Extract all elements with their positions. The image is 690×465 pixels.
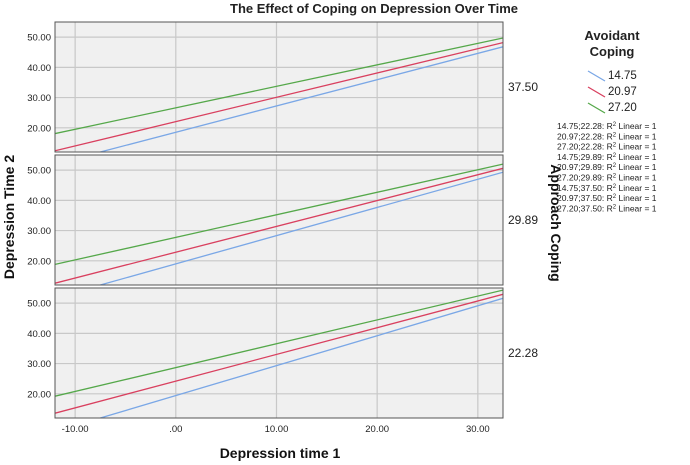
y-tick-label: 40.00: [27, 329, 51, 340]
panel-border: [54, 287, 504, 419]
series-line-14.75: [100, 171, 503, 285]
fit-line-note: 27.20;29.89: R2 Linear = 1: [557, 173, 657, 183]
legend-item-14.75: 14.75: [587, 70, 637, 82]
x-tick-label: 30.00: [466, 424, 490, 435]
fit-line-note: 27.20;22.28: R2 Linear = 1: [557, 142, 657, 152]
y-tick-label: 20.00: [27, 389, 51, 400]
legend-items: 14.75 20.97 27.20: [587, 70, 637, 114]
x-tick-label: 20.00: [365, 424, 389, 435]
panel-37.50: 20.00 30.00 40.00 50.00 37.50: [27, 21, 538, 153]
legend-swatch: [587, 86, 606, 98]
x-tick-label: .00: [169, 424, 182, 435]
legend-label: 20.97: [608, 86, 637, 98]
x-axis-ticks: -10.00 .00 10.00 20.00 30.00: [62, 424, 490, 435]
legend-swatch: [587, 70, 606, 82]
y-tick-label: 30.00: [27, 226, 51, 237]
panel-background: [55, 22, 503, 152]
y-tick-label: 30.00: [27, 93, 51, 104]
legend-item-27.20: 27.20: [587, 102, 637, 114]
facet-label-22.28: 22.28: [508, 346, 538, 360]
y-tick-label: 20.00: [27, 256, 51, 267]
series-line-20.97: [55, 41, 503, 152]
panel-22.28: 20.00 30.00 40.00 50.00 22.28: [27, 287, 538, 419]
legend-title-line1: Avoidant: [584, 28, 640, 43]
legend-title-line2: Coping: [590, 44, 635, 59]
series-line-14.75: [100, 46, 503, 152]
series-line-27.20: [55, 289, 503, 397]
series-lines: [55, 163, 503, 285]
fit-line-note: 27.20;37.50: R2 Linear = 1: [557, 203, 657, 213]
chart-title: The Effect of Coping on Depression Over …: [230, 1, 518, 16]
panel-border: [54, 21, 504, 153]
legend-notes: 14.75;22.28: R2 Linear = 120.97;22.28: R…: [557, 121, 657, 213]
facet-label-37.50: 37.50: [508, 80, 538, 94]
x-axis-label: Depression time 1: [220, 445, 341, 461]
y-tick-label: 30.00: [27, 359, 51, 370]
series-line-20.97: [55, 293, 503, 414]
series-line-27.20: [55, 163, 503, 266]
series-line-20.97: [55, 167, 503, 284]
y-tick-label: 40.00: [27, 63, 51, 74]
fit-line-note: 20.97;37.50: R2 Linear = 1: [557, 193, 657, 203]
series-lines: [55, 37, 503, 152]
panel-29.89: 20.00 30.00 40.00 50.00 29.89: [27, 154, 538, 286]
series-line-27.20: [55, 37, 503, 135]
legend-swatch: [587, 102, 606, 114]
x-tick-label: 10.00: [265, 424, 289, 435]
y-tick-label: 20.00: [27, 123, 51, 134]
y-tick-label: 40.00: [27, 196, 51, 207]
series-lines: [55, 289, 503, 418]
facet-label-29.89: 29.89: [508, 213, 538, 227]
panel-background: [55, 155, 503, 285]
y-tick-label: 50.00: [27, 299, 51, 310]
fit-line-note: 14.75;37.50: R2 Linear = 1: [557, 183, 657, 193]
facet-axis-label: Approach Coping: [548, 164, 564, 281]
x-tick-label: -10.00: [62, 424, 89, 435]
legend-item-20.97: 20.97: [587, 86, 637, 98]
legend: Avoidant Coping 14.75 20.97 27.20 14.75;22…: [557, 28, 657, 213]
fit-line-note: 20.97;29.89: R2 Linear = 1: [557, 162, 657, 172]
legend-label: 27.20: [608, 102, 637, 114]
y-tick-label: 50.00: [27, 166, 51, 177]
series-line-14.75: [100, 297, 503, 418]
panel-border: [54, 154, 504, 286]
y-tick-label: 50.00: [27, 33, 51, 44]
chart-panels: 20.00 30.00 40.00 50.00 37.50 20.00 30.00 40.00…: [27, 21, 538, 419]
y-axis-label: Depression Time 2: [1, 155, 17, 279]
fit-line-note: 20.97;22.28: R2 Linear = 1: [557, 131, 657, 141]
fit-line-note: 14.75;22.28: R2 Linear = 1: [557, 121, 657, 131]
panel-background: [55, 288, 503, 418]
legend-label: 14.75: [608, 70, 637, 82]
fit-line-note: 14.75;29.89: R2 Linear = 1: [557, 152, 657, 162]
